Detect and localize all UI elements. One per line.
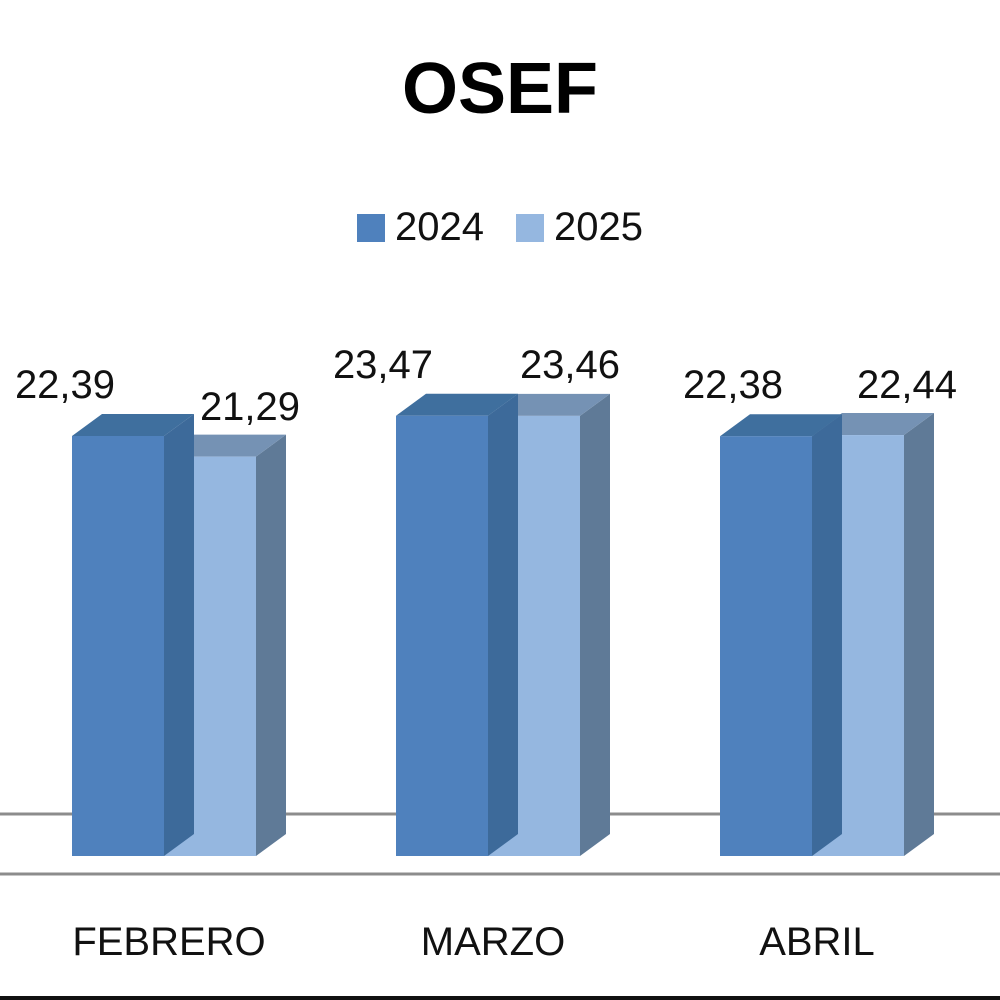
bar-top-febrero-2025 <box>164 434 286 457</box>
bar-side-abril-2024 <box>812 414 842 856</box>
data-label-marzo-2024: 23,47 <box>333 343 433 387</box>
data-label-febrero-2025: 21,29 <box>200 385 300 429</box>
legend-swatch-2024 <box>357 213 386 242</box>
bar-side-febrero-2025 <box>256 434 286 856</box>
bar-top-marzo-2025 <box>488 393 610 416</box>
bar-top-febrero-2024 <box>72 414 194 436</box>
category-label-febrero: FEBRERO <box>72 920 265 964</box>
bar-marzo-2024 <box>396 415 488 856</box>
category-label-abril: ABRIL <box>759 920 875 964</box>
bar-febrero-2024 <box>72 436 164 856</box>
data-label-marzo-2025: 23,46 <box>520 343 620 387</box>
data-label-febrero-2024: 22,39 <box>15 363 115 407</box>
bar-side-marzo-2025 <box>580 393 610 856</box>
legend-item-2024: 2024 <box>357 205 484 250</box>
frame-bottom-border <box>0 996 1000 1000</box>
bar-side-abril-2025 <box>904 413 934 856</box>
data-label-abril-2024: 22,38 <box>683 363 783 407</box>
data-label-abril-2025: 22,44 <box>857 363 957 407</box>
category-label-marzo: MARZO <box>421 920 565 964</box>
chart-legend: 2024 2025 <box>0 205 1000 250</box>
bar-abril-2024 <box>720 436 812 856</box>
chart-title: OSEF <box>401 49 599 129</box>
bar-top-abril-2025 <box>812 413 934 436</box>
bar-top-abril-2024 <box>720 414 842 437</box>
legend-label-2024: 2024 <box>395 205 484 249</box>
bar-side-febrero-2024 <box>164 414 194 856</box>
legend-item-2025: 2025 <box>516 205 643 250</box>
bar-top-marzo-2024 <box>396 393 518 416</box>
bar-side-marzo-2024 <box>488 393 518 856</box>
legend-label-2025: 2025 <box>554 205 643 249</box>
legend-swatch-2025 <box>516 213 544 242</box>
